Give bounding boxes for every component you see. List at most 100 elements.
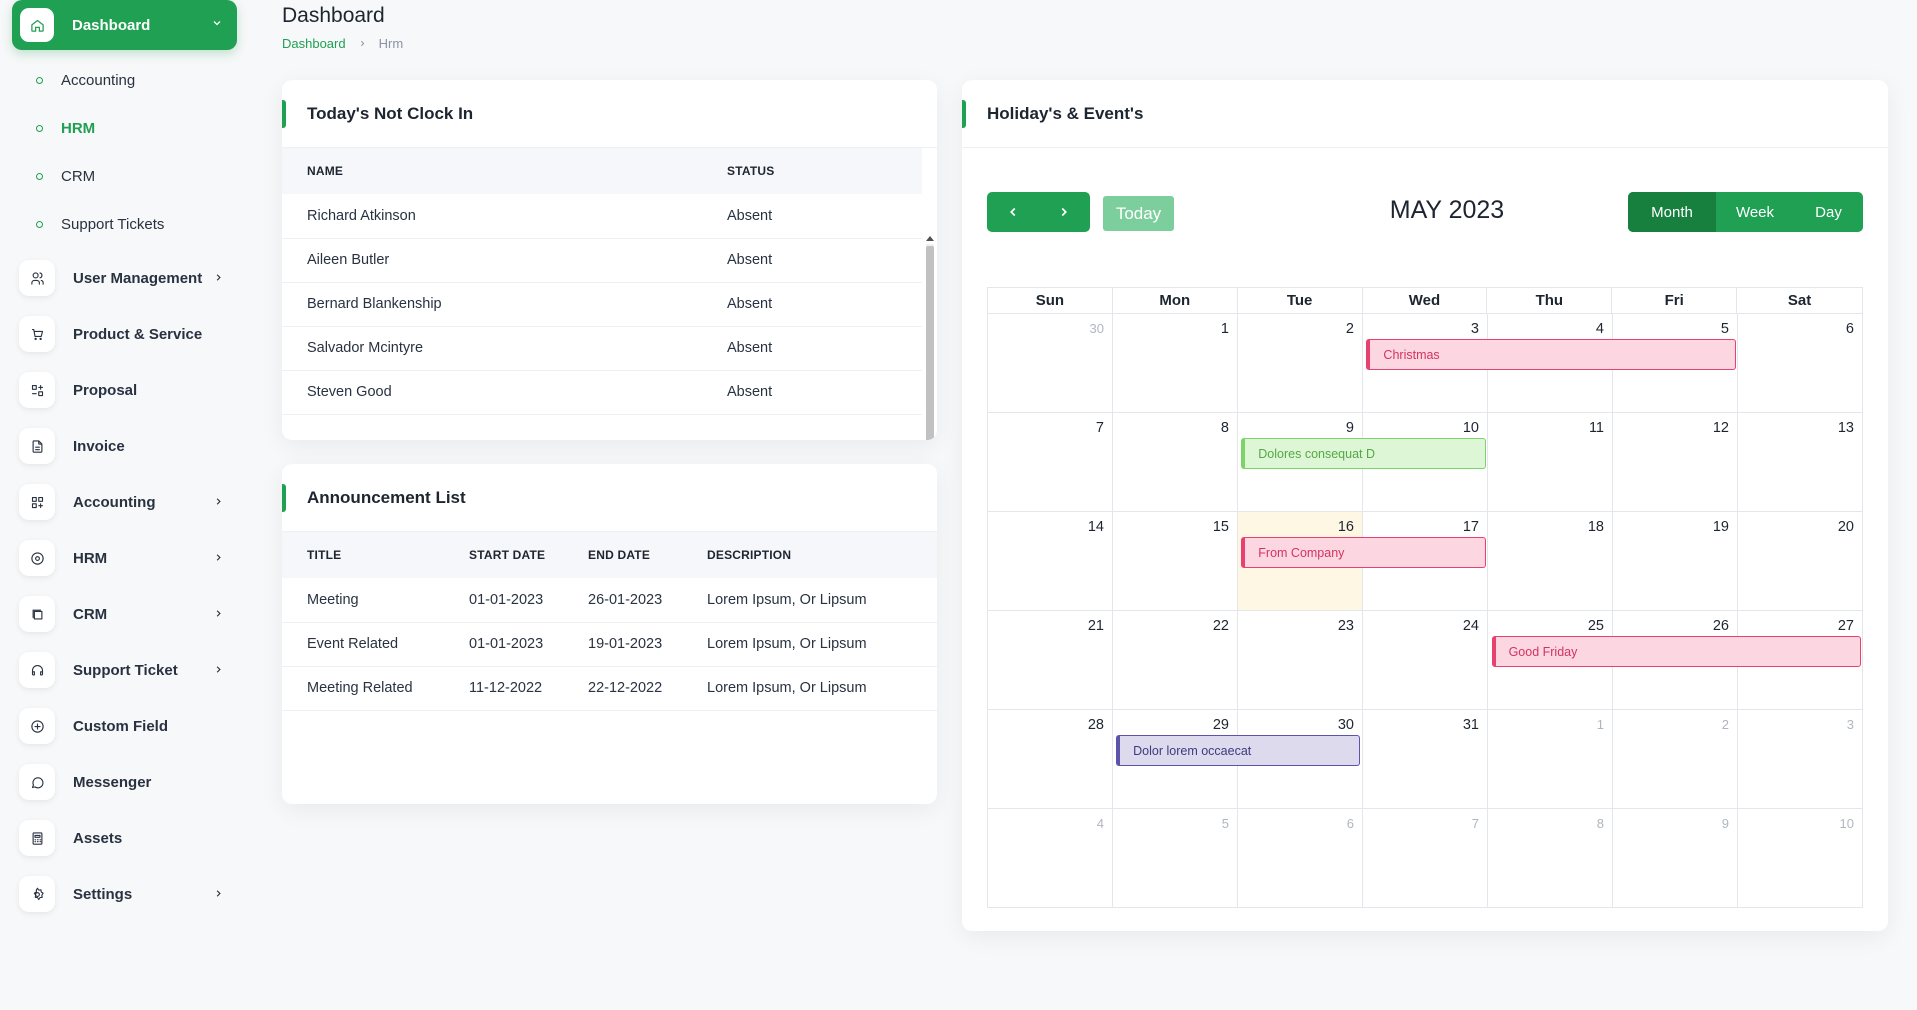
prev-month-button[interactable] (987, 192, 1039, 232)
calendar-day-cell[interactable]: 11 (1488, 413, 1613, 511)
announcement-end-date: 19-01-2023 (563, 622, 682, 667)
day-number: 19 (1712, 519, 1729, 535)
scrollbar[interactable] (924, 232, 935, 440)
sidebar-item-messenger[interactable]: Messenger (0, 754, 250, 810)
calendar-day-cell[interactable]: 30 (1238, 710, 1363, 808)
submenu-item-hrm[interactable]: HRM (0, 104, 250, 152)
next-month-button[interactable] (1039, 192, 1091, 232)
calendar-day-cell[interactable]: 6 (1738, 314, 1863, 412)
calendar-event[interactable]: Good Friday (1491, 636, 1861, 667)
calendar-day-cell[interactable]: 8 (1113, 413, 1238, 511)
breadcrumb-link-dashboard[interactable]: Dashboard (282, 36, 346, 51)
card-header: Holiday's & Event's (962, 80, 1888, 148)
calendar-day-cell[interactable]: 22 (1113, 611, 1238, 709)
scrollbar-thumb[interactable] (926, 246, 934, 440)
calendar-day-cell[interactable]: 14 (988, 512, 1113, 610)
calendar-day-cell[interactable]: 15 (1113, 512, 1238, 610)
sidebar-item-support-ticket[interactable]: Support Ticket (0, 642, 250, 698)
sidebar-item-label: Dashboard (72, 16, 151, 34)
sidebar-item-dashboard[interactable]: Dashboard (12, 0, 237, 50)
sidebar-item-user-management[interactable]: User Management (0, 250, 250, 306)
sidebar-item-crm[interactable]: CRM (0, 586, 250, 642)
calendar-event[interactable]: From Company (1241, 537, 1486, 568)
calendar-day-cell[interactable]: 13 (1738, 413, 1863, 511)
day-number: 23 (1337, 618, 1354, 634)
day-number: 10 (1462, 420, 1479, 436)
sidebar-item-custom-field[interactable]: Custom Field (0, 698, 250, 754)
scroll-up-arrow-icon[interactable] (926, 236, 934, 241)
weekday-label: Mon (1113, 288, 1238, 314)
calendar-day-cell[interactable]: 30 (988, 314, 1113, 412)
sidebar-item-proposal[interactable]: Proposal (0, 362, 250, 418)
submenu-item-support-tickets[interactable]: Support Tickets (0, 200, 250, 248)
sidebar-item-invoice[interactable]: Invoice (0, 418, 250, 474)
view-month-button[interactable]: Month (1628, 192, 1716, 232)
calendar-day-cell[interactable]: 5 (1113, 809, 1238, 907)
dashboard-submenu: Accounting HRM CRM Support Tickets (0, 56, 250, 248)
calendar-day-cell[interactable]: 12 (1613, 413, 1738, 511)
page-title: Dashboard (282, 4, 385, 27)
submenu-item-accounting[interactable]: Accounting (0, 56, 250, 104)
sidebar-item-product-service[interactable]: Product & Service (0, 306, 250, 362)
calendar-day-cell[interactable]: 31 (1363, 710, 1488, 808)
view-week-button[interactable]: Week (1735, 203, 1775, 221)
calendar-day-cell[interactable]: 19 (1613, 512, 1738, 610)
calendar-day-cell[interactable]: 7 (1363, 809, 1488, 907)
sidebar-item-settings[interactable]: Settings (0, 866, 250, 922)
table-row: Aileen Butler Absent (282, 238, 922, 283)
calendar-day-cell[interactable]: 7 (988, 413, 1113, 511)
calendar-event[interactable]: Dolor lorem occaecat (1116, 735, 1361, 766)
calendar-day-cell[interactable]: 10 (1363, 413, 1488, 511)
headset-icon (19, 652, 55, 688)
calendar-event[interactable]: Dolores consequat D (1241, 438, 1486, 469)
calendar-day-cell[interactable]: 21 (988, 611, 1113, 709)
calendar-day-cell[interactable]: 20 (1738, 512, 1863, 610)
calendar-day-cell[interactable]: 24 (1363, 611, 1488, 709)
calendar-event[interactable]: Christmas (1366, 339, 1736, 370)
calendar-day-cell[interactable]: 18 (1488, 512, 1613, 610)
day-number: 1 (1596, 717, 1604, 732)
calendar-day-cell[interactable]: 17 (1363, 512, 1488, 610)
day-number: 29 (1212, 717, 1229, 733)
submenu-item-crm[interactable]: CRM (0, 152, 250, 200)
calendar-view-switcher: Month Week Day (1628, 192, 1863, 232)
weekday-label: Wed (1363, 288, 1488, 314)
calendar-day-cell[interactable]: 1 (1113, 314, 1238, 412)
day-number: 10 (1839, 816, 1854, 831)
day-number: 7 (1471, 816, 1479, 831)
day-number: 20 (1837, 519, 1854, 535)
calendar-day-cell[interactable]: 9 (1613, 809, 1738, 907)
calendar-day-cell[interactable]: 23 (1238, 611, 1363, 709)
day-number: 6 (1346, 816, 1354, 831)
calendar-day-cell[interactable]: 1 (1488, 710, 1613, 808)
home-icon (20, 8, 54, 42)
sidebar-item-assets[interactable]: Assets (0, 810, 250, 866)
calendar-day-cell[interactable]: 5 (1613, 314, 1738, 412)
day-number: 28 (1087, 717, 1104, 733)
day-number: 17 (1462, 519, 1479, 535)
day-number: 30 (1089, 321, 1104, 336)
calendar-day-cell[interactable]: 28 (988, 710, 1113, 808)
day-number: 9 (1345, 420, 1354, 436)
sidebar-item-hrm[interactable]: HRM (0, 530, 250, 586)
calendar-day-cell[interactable]: 3 (1738, 710, 1863, 808)
today-button[interactable]: Today (1103, 196, 1174, 231)
calendar-day-cell[interactable]: 10 (1738, 809, 1863, 907)
attendance-status: Absent (702, 370, 922, 415)
day-number: 5 (1720, 321, 1729, 337)
bullet-icon (36, 172, 43, 180)
day-number: 13 (1837, 420, 1854, 436)
calendar-day-cell[interactable]: 8 (1488, 809, 1613, 907)
sidebar: Dashboard Accounting HRM CRM Support Tic… (0, 0, 250, 1010)
hrm-icon (19, 540, 55, 576)
calendar-day-cell[interactable]: 2 (1613, 710, 1738, 808)
bullet-icon (36, 124, 43, 132)
calendar-day-cell[interactable]: 4 (988, 809, 1113, 907)
calendar-day-cell[interactable]: 27 (1738, 611, 1863, 709)
calendar-day-cell[interactable]: 2 (1238, 314, 1363, 412)
sidebar-item-accounting[interactable]: Accounting (0, 474, 250, 530)
bullet-icon (36, 220, 43, 228)
calendar-day-cell[interactable]: 6 (1238, 809, 1363, 907)
calendar-nav-buttons (987, 192, 1090, 232)
view-day-button[interactable]: Day (1815, 203, 1842, 221)
